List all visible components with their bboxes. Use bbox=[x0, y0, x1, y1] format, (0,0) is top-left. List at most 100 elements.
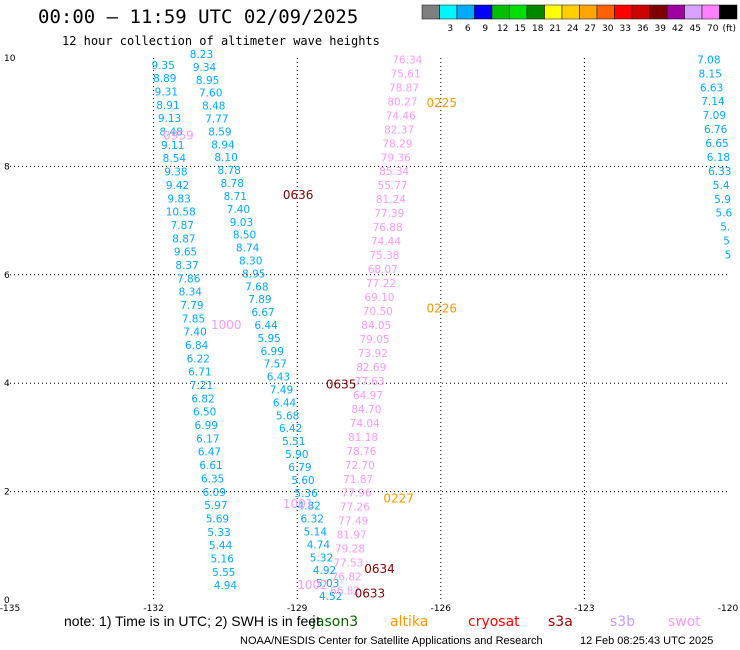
legend-bin-label: 30 bbox=[602, 24, 614, 34]
pass-time-labels: 0225 0226 0227 0636 0635 0634 0633 0959 1000 1001… bbox=[163, 96, 457, 601]
wave-height-value: 77.49 bbox=[338, 516, 368, 528]
y-tick-label: 8 bbox=[4, 162, 10, 172]
pass-time-label: 1001 bbox=[283, 497, 314, 511]
legend-swatch bbox=[614, 4, 633, 20]
wave-height-value: 9.03 bbox=[230, 217, 253, 229]
legend-swatch bbox=[491, 4, 510, 20]
wave-height-value: 71.87 bbox=[343, 474, 373, 486]
wave-height-value: 6.99 bbox=[261, 346, 284, 358]
wave-height-value: 64.97 bbox=[353, 390, 383, 402]
legend-bin-label: 45 bbox=[690, 24, 701, 34]
y-tick-label: 10 bbox=[4, 54, 16, 64]
wave-height-value: 8.59 bbox=[208, 126, 231, 138]
wave-height-value: 6.61 bbox=[199, 460, 222, 472]
wave-height-value: 7.85 bbox=[182, 313, 205, 325]
x-tick-label: -126 bbox=[431, 604, 452, 614]
wave-height-value: 8.48 bbox=[202, 101, 225, 113]
legend-swatch bbox=[526, 4, 545, 20]
pass-time-label: 0959 bbox=[163, 128, 194, 142]
wave-height-value: 8.95 bbox=[196, 75, 219, 87]
page-title: 00:00 — 11:59 UTC 02/09/2025 bbox=[38, 6, 359, 28]
wave-height-value: 75.38 bbox=[369, 250, 399, 262]
x-tick-label: -123 bbox=[574, 604, 594, 614]
x-tick-label: -120 bbox=[718, 604, 739, 614]
wave-height-value: 7.86 bbox=[177, 273, 201, 285]
wave-height-value: 8.37 bbox=[175, 260, 198, 272]
wave-height-value: 7.77 bbox=[205, 114, 228, 126]
satellite-legend: jason3 altika cryosat s3a s3b swot bbox=[311, 614, 701, 630]
wave-height-value: 5.95 bbox=[257, 333, 280, 345]
footer-timestamp: 12 Feb 08:25:43 UTC 2025 bbox=[580, 635, 714, 647]
wave-height-value: 8.87 bbox=[172, 233, 195, 245]
legend-bin-label: 15 bbox=[515, 24, 526, 34]
legend-bin-label: 9 bbox=[482, 24, 488, 34]
legend-bin-label: 36 bbox=[637, 24, 649, 34]
wave-height-value: 72.70 bbox=[345, 460, 375, 472]
wave-height-value: 82.69 bbox=[356, 362, 386, 374]
satellite-tracks: 8.239.348.957.608.487.778.598.948.108.78… bbox=[151, 49, 732, 603]
wave-height-value: 7.89 bbox=[248, 294, 271, 306]
y-tick-label: 2 bbox=[4, 488, 10, 498]
wave-height-value: 4.82 bbox=[297, 501, 320, 513]
wave-height-value: 6.44 bbox=[254, 320, 278, 332]
wave-height-value: 6.67 bbox=[251, 307, 274, 319]
wave-height-value: 6.09 bbox=[203, 487, 226, 499]
wave-height-value: 5.16 bbox=[211, 553, 235, 565]
wave-height-value: 8.50 bbox=[233, 230, 256, 242]
wave-height-value: 66.82 bbox=[330, 586, 360, 598]
legend-swatch bbox=[596, 4, 615, 20]
wave-height-value: 6.47 bbox=[198, 447, 221, 459]
wave-height-value: 5.97 bbox=[204, 500, 227, 512]
wave-height-value: 7.87 bbox=[171, 220, 194, 232]
wave-height-value: 78.76 bbox=[346, 446, 376, 458]
legend-swatch bbox=[456, 4, 475, 20]
wave-height-value: 73.92 bbox=[358, 348, 388, 360]
wave-height-value: 7.40 bbox=[183, 327, 206, 339]
wave-height-value: 5.6 bbox=[716, 208, 733, 220]
wave-height-value: 55.77 bbox=[378, 180, 408, 192]
x-tick-label: -129 bbox=[287, 604, 308, 614]
footer-agency: NOAA/NESDIS Center for Satellite Applica… bbox=[240, 635, 543, 647]
satellite-name: s3a bbox=[548, 614, 573, 630]
wave-height-value: 80.27 bbox=[387, 96, 417, 108]
pass-time-label: 0227 bbox=[383, 491, 414, 505]
wave-height-value: 7.60 bbox=[199, 88, 222, 100]
color-legend: 3 6 9 12 15 18 21 24 27 30 33 36 39 42 45 70 (ft) bbox=[421, 4, 738, 34]
wave-height-value: 6.84 bbox=[185, 340, 209, 352]
wave-height-value: 68.07 bbox=[368, 264, 398, 276]
pass-time-label: 0635 bbox=[326, 378, 357, 392]
legend-bin-label: 70 bbox=[707, 24, 719, 34]
wave-height-value: 7.14 bbox=[701, 96, 725, 108]
wave-height-value: 76.88 bbox=[373, 222, 403, 234]
wave-height-value: 4.92 bbox=[313, 565, 336, 577]
wave-height-value: 76.34 bbox=[392, 54, 422, 66]
pass-time-label: 0633 bbox=[355, 586, 386, 600]
wave-height-value: 5.9 bbox=[714, 194, 731, 206]
wave-height-value: 6.33 bbox=[708, 166, 731, 178]
wave-height-value: 7.21 bbox=[190, 380, 213, 392]
wave-height-value: 6.99 bbox=[195, 420, 218, 432]
wave-height-value: 9.31 bbox=[155, 87, 178, 99]
wave-height-value: 8.71 bbox=[224, 191, 247, 203]
wave-height-value: 9.35 bbox=[151, 60, 174, 72]
wave-height-value: 74.46 bbox=[386, 110, 416, 122]
wave-height-value: 6.63 bbox=[700, 82, 723, 94]
legend-swatch bbox=[719, 4, 738, 20]
legend-bin-label: 33 bbox=[620, 24, 631, 34]
wave-height-value: 4.74 bbox=[307, 539, 331, 551]
legend-swatch bbox=[474, 4, 493, 20]
wave-height-value: 84.70 bbox=[351, 404, 381, 416]
legend-swatch bbox=[421, 4, 440, 20]
legend-swatch bbox=[439, 4, 458, 20]
wave-height-value: 78.29 bbox=[382, 138, 412, 150]
wave-height-value: 5.44 bbox=[209, 540, 233, 552]
pass-time-label: 0226 bbox=[426, 302, 457, 316]
legend-bin-label: 6 bbox=[465, 24, 471, 34]
satellite-name: s3b bbox=[610, 614, 635, 630]
wave-height-value: 78.87 bbox=[389, 82, 419, 94]
pass-time-label: 1002 bbox=[297, 578, 328, 592]
legend-swatch bbox=[649, 4, 668, 20]
pass-time-label: 0636 bbox=[283, 188, 314, 202]
wave-height-value: 5. bbox=[720, 222, 730, 234]
